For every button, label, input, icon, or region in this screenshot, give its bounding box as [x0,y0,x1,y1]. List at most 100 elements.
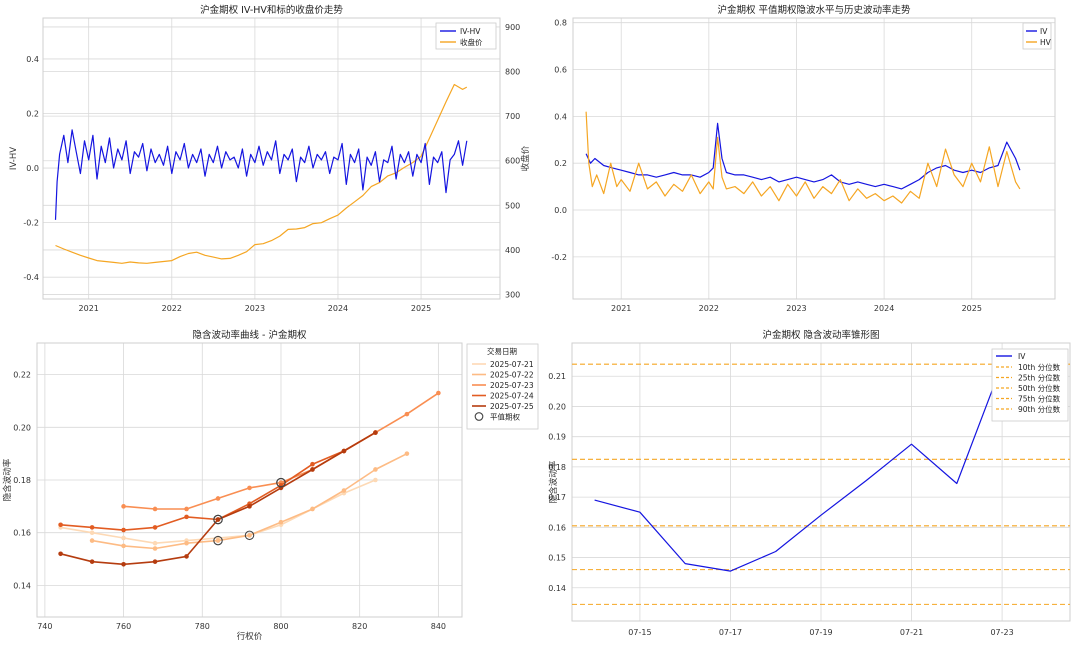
x-tick-label: 2025 [962,304,982,313]
chart-title: 沪金期权 隐含波动率锥形图 [762,329,879,341]
x-tick-label: 07-23 [990,628,1013,637]
series-marker [121,562,126,567]
legend-label: IV-HV [460,27,481,36]
y-axis-label: IV-HV [9,147,19,170]
y-tick-label: 0.20 [13,423,31,432]
legend-label: 收盘价 [460,37,483,47]
series-marker [436,390,441,396]
x-tick-label: 07-19 [809,628,832,637]
legend-label: IV [1018,352,1026,361]
series-marker [278,519,284,525]
x-tick-label: 2024 [874,304,894,313]
x-tick-label: 820 [352,622,367,631]
chart-title: 隐含波动率曲线 - 沪金期权 [193,329,307,341]
series-marker [373,430,378,435]
legend-label: IV [1040,27,1048,36]
y-tick-label: 0.16 [548,523,566,532]
y-tick-label-right: 700 [505,112,520,121]
legend-label: 2025-07-23 [490,381,534,390]
atm-marker [213,535,223,546]
y-tick-label: 0.0 [26,164,39,173]
series-marker [373,477,378,483]
series-marker [215,496,221,501]
legend-label: 2025-07-21 [490,360,534,369]
series-marker [184,540,189,546]
x-tick-label: 2023 [245,304,265,313]
y-tick-label: 0.14 [13,581,31,590]
y-tick-label: 0.6 [554,66,567,75]
x-axis-label: 行权价 [237,631,263,642]
legend-swatch-atm [474,412,484,421]
series-marker [89,525,95,530]
series-marker [121,504,126,509]
x-tick-label: 840 [431,622,446,631]
x-tick-label: 2023 [786,304,806,313]
legend-label: 2025-07-22 [490,371,534,380]
y-tick-label: 0.18 [548,463,566,472]
series-marker [341,448,347,454]
series-marker [121,535,126,541]
chart-2: 沪金期权 平值期权隐波水平与历史波动率走势 2021 2022 2023 2024 202… [551,4,1056,313]
y-tick-label: -0.2 [551,253,567,262]
series-marker [184,514,189,520]
x-tick-label: 780 [195,622,210,631]
legend-box [466,343,539,430]
series-marker [215,517,221,522]
y-tick-label: 0.17 [548,493,566,502]
x-tick-label: 2022 [699,304,719,313]
series-marker [341,488,347,493]
x-tick-label: 800 [273,622,288,631]
series-marker [58,551,63,557]
atm-marker [244,530,255,541]
y-tick-label-right: 900 [505,23,520,32]
y-tick-label: 0.14 [548,584,566,593]
x-tick-label: 2021 [79,304,99,313]
series-marker [247,533,252,538]
series-marker [404,411,410,417]
series-marker [89,559,95,564]
y-tick-label: 0.0 [554,206,567,215]
series-line-hv [585,111,1021,204]
series-line-close-price [55,83,468,264]
x-tick-label: 07-21 [900,628,923,637]
series-line [60,479,376,545]
series-marker [404,451,410,456]
series-marker [310,461,315,467]
series-marker [184,506,189,512]
y-tick-label: 0.16 [13,529,31,538]
legend-label: 75th 分位数 [1018,394,1061,404]
y-tick-label-right: 800 [505,68,520,77]
legend-label: 10th 分位数 [1018,362,1061,372]
y-tick-label: 0.22 [13,371,31,380]
y-tick-label: 0.21 [548,372,566,381]
y-tick-label: 0.15 [548,554,566,563]
series-marker [89,530,95,535]
series-marker [310,506,315,512]
series-line-iv [594,359,1048,572]
plot-frame [572,17,1056,300]
y-tick-label: 0.8 [554,19,567,28]
atm-marker [213,514,223,525]
legend-box [435,22,497,50]
legend-label: 2025-07-24 [490,392,534,401]
y-tick-label-right: 600 [505,157,520,166]
chart-title: 沪金期权 平值期权隐波水平与历史波动率走势 [717,4,911,16]
atm-marker [276,477,286,488]
x-tick-label: 760 [116,622,131,631]
plot-frame [42,17,501,300]
y-axis-label-right: 收盘价 [520,145,531,171]
series-marker [121,543,126,549]
series-marker [152,506,158,512]
x-tick-label: 07-17 [719,628,742,637]
series-marker [247,504,252,509]
legend-label: 90th 分位数 [1018,404,1061,414]
y-tick-label: 0.2 [26,109,39,118]
legend-box [991,348,1069,422]
x-tick-label: 740 [37,622,52,631]
x-tick-label: 2021 [611,304,631,313]
y-tick-label: 0.18 [13,476,31,485]
series-line-iv-hv [54,129,468,220]
series-marker [121,527,126,533]
chart-1: 沪金期权 IV-HV和标的收盘价走势 2021 2022 2023 2024 2025 -0… [9,4,531,313]
